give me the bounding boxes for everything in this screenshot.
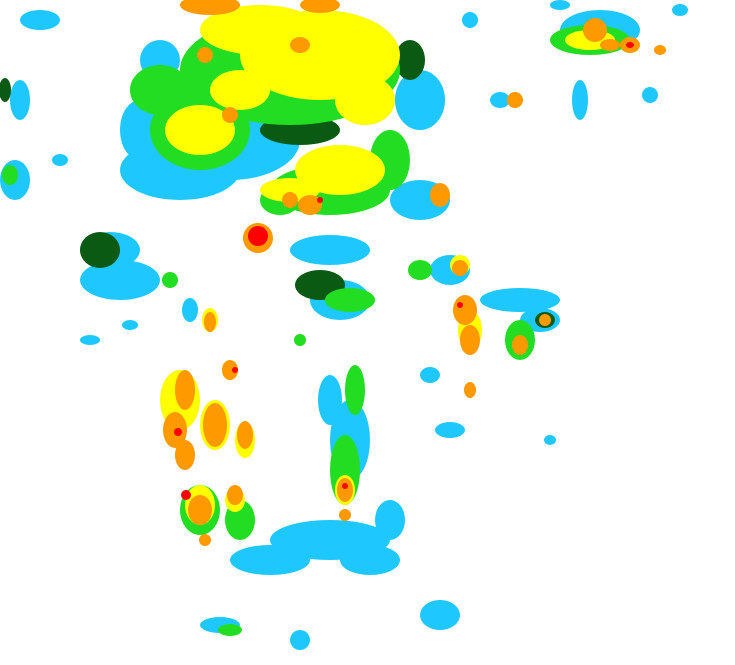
- precip-cell-very-heavy: [460, 325, 480, 355]
- precip-cell-light: [80, 260, 160, 300]
- precip-cell-very-heavy: [654, 45, 666, 55]
- precip-cell-moderate: [345, 365, 365, 415]
- precip-layer-intense: [174, 42, 634, 500]
- precip-layer-very-heavy: [163, 0, 666, 546]
- precip-cell-light: [80, 335, 100, 345]
- precip-cell-very-heavy: [339, 509, 351, 521]
- precip-cell-moderate: [162, 272, 178, 288]
- precip-cell-light: [572, 80, 588, 120]
- precip-cell-heavy: [335, 75, 395, 125]
- precip-cell-moderate: [130, 65, 190, 115]
- precip-cell-light: [490, 92, 510, 108]
- precip-cell-moderate: [294, 334, 306, 346]
- precip-cell-very-heavy: [197, 47, 213, 63]
- precip-cell-moderate: [325, 288, 375, 312]
- precip-cell-light: [544, 435, 556, 445]
- precip-cell-very-heavy: [298, 195, 322, 215]
- precip-cell-heavy: [295, 145, 385, 195]
- precip-cell-very-heavy: [180, 0, 240, 15]
- precip-cell-light: [550, 0, 570, 10]
- precip-cell-moderate: [218, 624, 242, 636]
- precip-cell-light: [290, 630, 310, 650]
- precip-cell-very-heavy: [452, 260, 468, 276]
- precip-cell-light-moderate: [395, 40, 425, 80]
- precip-cell-very-heavy: [300, 0, 340, 13]
- precip-cell-light: [420, 367, 440, 383]
- precip-cell-very-heavy: [227, 485, 243, 505]
- precip-cell-very-heavy: [583, 18, 607, 42]
- precip-cell-light: [340, 545, 400, 575]
- precip-cell-moderate: [408, 260, 432, 280]
- precip-cell-light: [120, 100, 160, 160]
- precip-cell-very-heavy: [175, 370, 195, 410]
- precip-cell-very-heavy: [337, 478, 353, 502]
- precip-cell-very-heavy: [600, 39, 620, 51]
- precip-cell-intense: [248, 226, 268, 246]
- precip-cell-intense: [317, 197, 323, 203]
- precip-cell-intense: [174, 428, 182, 436]
- precip-cell-light: [642, 87, 658, 103]
- precip-cell-very-heavy: [204, 312, 216, 332]
- precip-cell-very-heavy: [222, 107, 238, 123]
- precip-cell-very-heavy: [430, 183, 450, 207]
- precip-cell-very-heavy: [237, 421, 253, 449]
- precip-cell-light: [10, 80, 30, 120]
- precip-cell-light: [420, 600, 460, 630]
- precip-cell-light-moderate: [80, 232, 120, 268]
- precip-cell-intense: [342, 483, 348, 489]
- precip-cell-light: [122, 320, 138, 330]
- precip-cell-light: [395, 70, 445, 130]
- precip-cell-light: [20, 10, 60, 30]
- precip-cell-very-heavy: [539, 314, 551, 326]
- precip-cell-intense: [626, 42, 634, 48]
- precip-cell-light: [230, 545, 310, 575]
- precip-cell-very-heavy: [290, 37, 310, 53]
- precip-cell-very-heavy: [282, 192, 298, 208]
- precip-cell-light: [290, 235, 370, 265]
- precip-cell-light: [435, 422, 465, 438]
- precip-cell-light: [182, 298, 198, 322]
- precip-cell-light: [318, 375, 342, 425]
- precip-cell-very-heavy: [188, 495, 212, 525]
- precip-cell-intense: [457, 302, 463, 308]
- precip-cell-very-heavy: [203, 403, 227, 447]
- precip-cell-very-heavy: [464, 382, 476, 398]
- precip-cell-light: [375, 500, 405, 540]
- precip-cell-heavy: [210, 70, 270, 110]
- precip-cell-heavy: [165, 105, 235, 155]
- precip-cell-light-moderate: [0, 78, 11, 102]
- precip-cell-very-heavy: [199, 534, 211, 546]
- precip-cell-very-heavy: [507, 92, 523, 108]
- precip-cell-very-heavy: [453, 295, 477, 325]
- precip-cell-light: [672, 4, 688, 16]
- precip-cell-moderate: [2, 165, 18, 185]
- precip-cell-heavy: [200, 5, 320, 55]
- precip-cell-intense: [181, 490, 191, 500]
- precip-cell-intense: [232, 367, 238, 373]
- precip-cell-light: [52, 154, 68, 166]
- precip-cell-light: [480, 288, 560, 312]
- precip-cell-very-heavy: [222, 360, 238, 380]
- precip-cell-light: [462, 12, 478, 28]
- precip-cell-very-heavy: [512, 335, 528, 355]
- precip-cell-very-heavy: [175, 440, 195, 470]
